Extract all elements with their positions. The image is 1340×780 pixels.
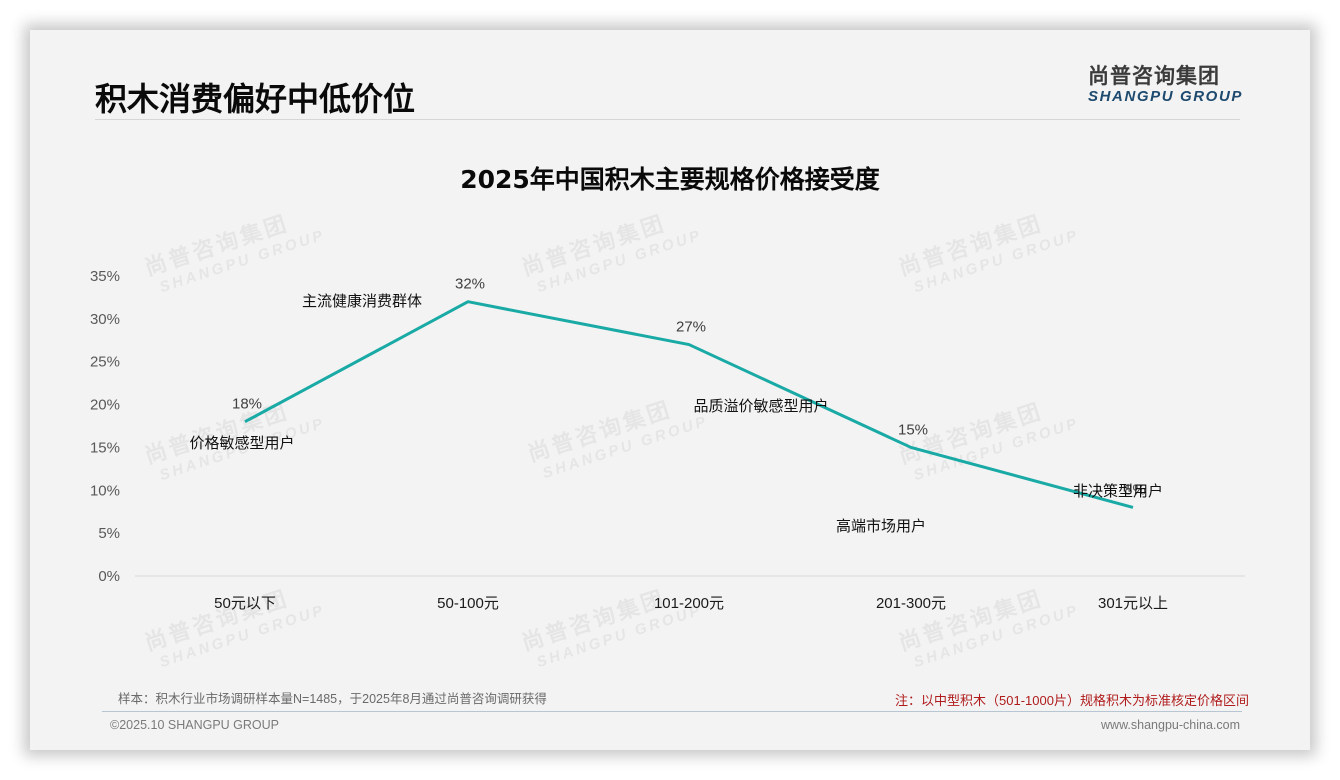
segment-annotation: 价格敏感型用户 [189, 434, 294, 452]
segment-annotation: 品质溢价敏感型用户 [693, 397, 828, 415]
y-tick-label: 30% [90, 311, 120, 328]
website-link[interactable]: www.shangpu-china.com [1101, 718, 1240, 732]
logo-cn: 尚普咨询集团 [1088, 64, 1220, 88]
y-tick-label: 35% [90, 268, 120, 285]
segment-annotation: 非决策型用户 [1073, 482, 1163, 500]
x-tick-label: 50元以下 [214, 595, 276, 612]
methodology-note: 注：以中型积木（501-1000片）规格积木为标准核定价格区间 [895, 693, 1249, 708]
y-tick-label: 20% [90, 397, 120, 414]
chart-title: 2025年中国积木主要规格价格接受度 [460, 165, 880, 194]
data-point-label: 32% [455, 276, 485, 293]
x-tick-label: 201-300元 [876, 595, 946, 612]
logo-en: SHANGPU GROUP [1088, 88, 1243, 105]
data-point-label: 15% [898, 421, 928, 438]
x-tick-label: 301元以上 [1098, 595, 1168, 612]
sample-note: 样本：积木行业市场调研样本量N=1485，于2025年8月通过尚普咨询调研获得 [118, 692, 547, 706]
line-chart: 0% 5% 10% 15% 20% 25% 30% 35% 50元以下 50-100元 101-2… [90, 268, 1245, 612]
footer-divider [102, 711, 1242, 712]
x-axis-ticks: 50元以下 50-100元 101-200元 201-300元 301元以上 [214, 595, 1168, 612]
series-line [244, 300, 1134, 509]
y-tick-label: 0% [98, 568, 120, 585]
data-point-label: 27% [676, 319, 706, 336]
segment-annotation: 高端市场用户 [836, 517, 926, 535]
y-tick-label: 15% [90, 439, 120, 456]
y-tick-label: 10% [90, 482, 120, 499]
y-tick-label: 5% [98, 525, 120, 542]
data-point-label: 18% [232, 396, 262, 413]
data-point-label: 8% [1124, 481, 1146, 498]
segment-annotation: 主流健康消费群体 [302, 292, 422, 310]
page-title: 积木消费偏好中低价位 [95, 80, 416, 118]
company-logo: 尚普咨询集团 SHANGPU GROUP [1088, 64, 1248, 105]
y-tick-label: 25% [90, 354, 120, 371]
title-divider [95, 119, 1240, 120]
x-tick-label: 101-200元 [654, 595, 724, 612]
x-tick-label: 50-100元 [437, 595, 499, 612]
value-labels: 18% 32% 27% 15% 8% [232, 276, 1146, 499]
y-axis-ticks: 0% 5% 10% 15% 20% 25% 30% 35% [90, 268, 120, 585]
slide: 尚普咨询集团 SHANGPU GROUP 尚普咨询集团 SHANGPU GROUP … [30, 30, 1310, 750]
copyright: ©2025.10 SHANGPU GROUP [110, 718, 279, 732]
